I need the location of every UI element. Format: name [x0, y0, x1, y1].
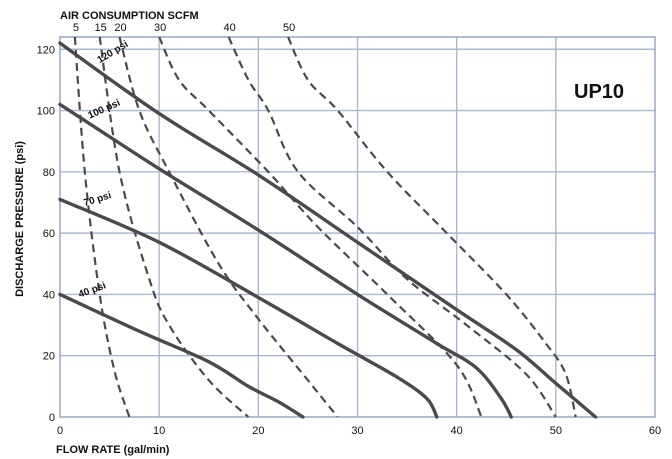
air-curve-30-scfm: [158, 36, 483, 418]
x-tick-label: 60: [649, 425, 661, 437]
y-tick-label: 40: [43, 289, 55, 301]
air-consumption-label: 20: [114, 22, 126, 34]
air-consumption-label: 40: [223, 22, 235, 34]
model-label: UP10: [574, 81, 624, 103]
x-axis-title: FLOW RATE (gal/min): [56, 444, 170, 456]
pressure-curve-120-psi: [58, 41, 598, 419]
grid: [59, 36, 656, 418]
air-consumption-label: 5: [73, 22, 79, 34]
y-axis-title: DISCHARGE PRESSURE (psi): [14, 141, 26, 297]
x-tick-label: 0: [57, 425, 63, 437]
pressure-curve-40-psi: [58, 292, 305, 419]
y-tick-label: 80: [43, 167, 55, 179]
air-curve-5-scfm: [73, 36, 131, 418]
y-tick-label: 60: [43, 228, 55, 240]
air-consumption-label: 50: [283, 22, 295, 34]
pressure-curve-100-psi: [58, 102, 513, 419]
chart-title: AIR CONSUMPTION SCFM: [60, 10, 199, 22]
x-tick-label: 30: [351, 425, 363, 437]
y-tick-label: 0: [49, 412, 55, 424]
pressure-curve-70-psi: [58, 197, 439, 419]
y-tick-label: 100: [37, 106, 55, 118]
x-tick-label: 50: [550, 425, 562, 437]
air-curve-20-scfm: [118, 36, 339, 418]
pressure-curves: [58, 41, 598, 419]
air-curve-50-scfm: [287, 36, 577, 418]
y-tick-label: 120: [37, 44, 55, 56]
x-tick-label: 20: [252, 425, 264, 437]
air-curve-15-scfm: [98, 36, 250, 418]
air-consumption-label: 30: [154, 22, 166, 34]
curve-label: 40 psi: [77, 280, 108, 300]
curve-label: 100 psi: [86, 98, 122, 122]
air-consumption-labels: 5 15 20 30 40 50: [73, 22, 295, 34]
y-tick-label: 20: [43, 351, 55, 363]
tick-labels: 0 10 20 30 40 50 60 0 20 40 60 80 100 120: [37, 44, 661, 437]
air-curve-40-scfm: [227, 36, 557, 418]
plot-frame: [59, 36, 656, 418]
air-consumption-label: 15: [95, 22, 107, 34]
air-consumption-curves: [73, 36, 577, 418]
x-tick-label: 10: [153, 425, 165, 437]
x-tick-label: 40: [451, 425, 463, 437]
